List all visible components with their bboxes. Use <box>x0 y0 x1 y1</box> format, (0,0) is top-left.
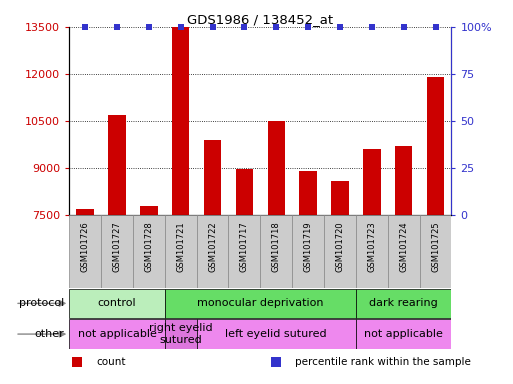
Bar <box>165 289 356 318</box>
Bar <box>69 215 101 288</box>
Bar <box>356 289 451 318</box>
Bar <box>140 206 157 215</box>
Bar <box>133 215 165 288</box>
Bar <box>165 319 196 349</box>
Text: control: control <box>97 298 136 308</box>
Text: right eyelid
sutured: right eyelid sutured <box>149 323 212 345</box>
Text: not applicable: not applicable <box>364 329 443 339</box>
Bar <box>204 140 221 215</box>
Text: GSM101724: GSM101724 <box>399 221 408 271</box>
Bar <box>165 215 196 288</box>
Text: GSM101720: GSM101720 <box>336 221 344 271</box>
Bar <box>395 146 412 215</box>
Bar <box>363 149 381 215</box>
Title: GDS1986 / 138452_at: GDS1986 / 138452_at <box>187 13 333 26</box>
Text: GSM101726: GSM101726 <box>81 221 90 271</box>
Bar <box>427 77 444 215</box>
Bar <box>196 319 356 349</box>
Bar <box>76 209 94 215</box>
Text: dark rearing: dark rearing <box>369 298 438 308</box>
Bar <box>101 215 133 288</box>
Text: count: count <box>96 356 126 367</box>
Bar <box>196 215 228 288</box>
Text: percentile rank within the sample: percentile rank within the sample <box>295 356 470 367</box>
Bar <box>356 319 451 349</box>
Bar <box>292 215 324 288</box>
Bar <box>172 27 189 215</box>
Text: protocol: protocol <box>19 298 64 308</box>
Bar <box>388 215 420 288</box>
Bar <box>108 115 126 215</box>
Text: left eyelid sutured: left eyelid sutured <box>225 329 327 339</box>
Text: other: other <box>34 329 64 339</box>
Text: GSM101728: GSM101728 <box>144 221 153 271</box>
Bar <box>356 215 388 288</box>
Text: GSM101722: GSM101722 <box>208 221 217 271</box>
Text: GSM101717: GSM101717 <box>240 221 249 271</box>
Bar <box>69 289 165 318</box>
Text: GSM101727: GSM101727 <box>112 221 122 271</box>
Bar <box>420 215 451 288</box>
Text: not applicable: not applicable <box>77 329 156 339</box>
Bar <box>261 215 292 288</box>
Bar <box>69 319 165 349</box>
Bar <box>235 169 253 215</box>
Text: GSM101723: GSM101723 <box>367 221 377 271</box>
Text: GSM101719: GSM101719 <box>304 221 312 271</box>
Text: GSM101718: GSM101718 <box>272 221 281 271</box>
Bar <box>267 121 285 215</box>
Bar <box>331 180 349 215</box>
Text: GSM101721: GSM101721 <box>176 221 185 271</box>
Text: monocular deprivation: monocular deprivation <box>197 298 324 308</box>
Bar <box>324 215 356 288</box>
Bar <box>228 215 261 288</box>
Text: GSM101725: GSM101725 <box>431 221 440 271</box>
Bar <box>300 171 317 215</box>
